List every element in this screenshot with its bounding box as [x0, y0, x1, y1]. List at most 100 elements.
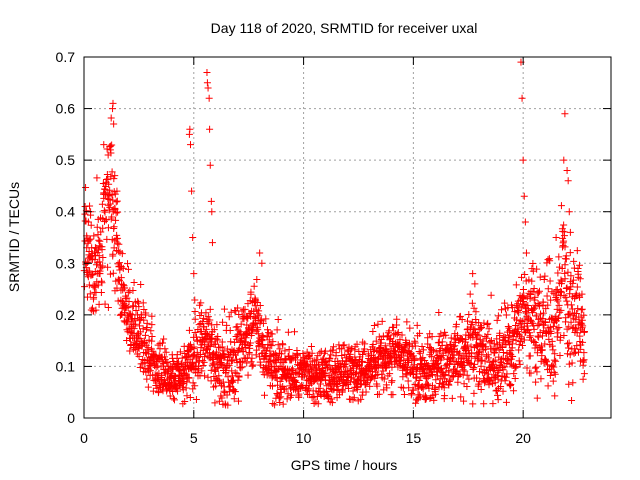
data-point — [566, 310, 574, 318]
data-point — [580, 327, 588, 335]
data-point — [255, 312, 263, 320]
data-point — [338, 387, 346, 395]
data-point — [526, 332, 534, 340]
data-point — [425, 384, 433, 392]
data-point — [113, 187, 121, 195]
data-point — [532, 312, 540, 320]
data-point — [523, 312, 531, 320]
data-point — [206, 125, 214, 133]
y-tick-label: 0.7 — [56, 49, 76, 65]
data-point — [515, 346, 523, 354]
data-point — [516, 317, 524, 325]
data-point — [412, 399, 420, 407]
data-point — [428, 353, 436, 361]
data-point — [439, 352, 447, 360]
data-point — [183, 378, 191, 386]
data-point — [531, 304, 539, 312]
data-point — [226, 326, 234, 334]
data-point — [487, 337, 495, 345]
data-point — [543, 292, 551, 300]
data-point — [487, 291, 495, 299]
data-point — [266, 353, 274, 361]
data-point — [109, 250, 117, 258]
plot-frame — [83, 56, 612, 419]
data-point — [373, 360, 381, 368]
data-point — [555, 323, 563, 331]
data-point — [564, 344, 572, 352]
data-point — [533, 394, 541, 402]
data-point — [144, 383, 152, 391]
data-point — [564, 268, 572, 276]
data-point — [90, 232, 98, 240]
data-point — [246, 339, 254, 347]
data-point — [213, 321, 221, 329]
data-point — [176, 348, 184, 356]
data-point — [114, 208, 122, 216]
data-point — [204, 84, 212, 92]
data-point — [470, 364, 478, 372]
data-point — [573, 247, 581, 255]
data-point — [565, 323, 573, 331]
data-point — [125, 298, 133, 306]
data-point — [201, 353, 209, 361]
data-point — [308, 349, 316, 357]
data-point — [493, 386, 501, 394]
data-point — [362, 388, 370, 396]
data-point — [179, 386, 187, 394]
data-point — [551, 370, 559, 378]
data-point — [207, 366, 215, 374]
data-point — [580, 311, 588, 319]
data-point — [522, 249, 530, 257]
data-point — [540, 275, 548, 283]
data-point — [551, 392, 559, 400]
data-point — [546, 277, 554, 285]
data-point — [504, 323, 512, 331]
data-point — [112, 198, 120, 206]
data-point — [502, 373, 510, 381]
data-point — [520, 292, 528, 300]
data-point — [254, 330, 262, 338]
data-point — [520, 192, 528, 200]
data-point — [576, 275, 584, 283]
data-point — [350, 394, 358, 402]
data-point — [161, 345, 169, 353]
data-point — [528, 277, 536, 285]
data-point — [114, 234, 122, 242]
data-point — [210, 326, 218, 334]
data-point — [560, 221, 568, 229]
data-point — [548, 342, 556, 350]
data-point — [231, 388, 239, 396]
data-point — [228, 367, 236, 375]
data-point — [277, 350, 285, 358]
data-point — [235, 397, 243, 405]
data-point — [343, 379, 351, 387]
data-point — [152, 381, 160, 389]
data-point — [95, 236, 103, 244]
data-point — [203, 68, 211, 76]
data-point — [405, 384, 413, 392]
data-point — [284, 390, 292, 398]
data-point — [217, 361, 225, 369]
data-point — [563, 166, 571, 174]
data-point — [211, 399, 219, 407]
data-point — [283, 395, 291, 403]
data-point — [461, 367, 469, 375]
data-point — [401, 348, 409, 356]
data-point — [530, 325, 538, 333]
data-point — [578, 290, 586, 298]
data-point — [81, 203, 89, 211]
data-point — [544, 256, 552, 264]
data-point — [507, 380, 515, 388]
data-point — [490, 340, 498, 348]
data-point — [108, 168, 116, 176]
data-point — [170, 396, 178, 404]
data-point — [579, 375, 587, 383]
data-point — [482, 343, 490, 351]
data-point — [413, 321, 421, 329]
data-point — [567, 301, 575, 309]
data-point — [563, 297, 571, 305]
data-point — [541, 319, 549, 327]
y-tick-labels: 0 0.1 0.2 0.3 0.4 0.5 0.6 0.7 — [56, 49, 76, 426]
data-point — [121, 284, 129, 292]
data-point — [113, 247, 121, 255]
